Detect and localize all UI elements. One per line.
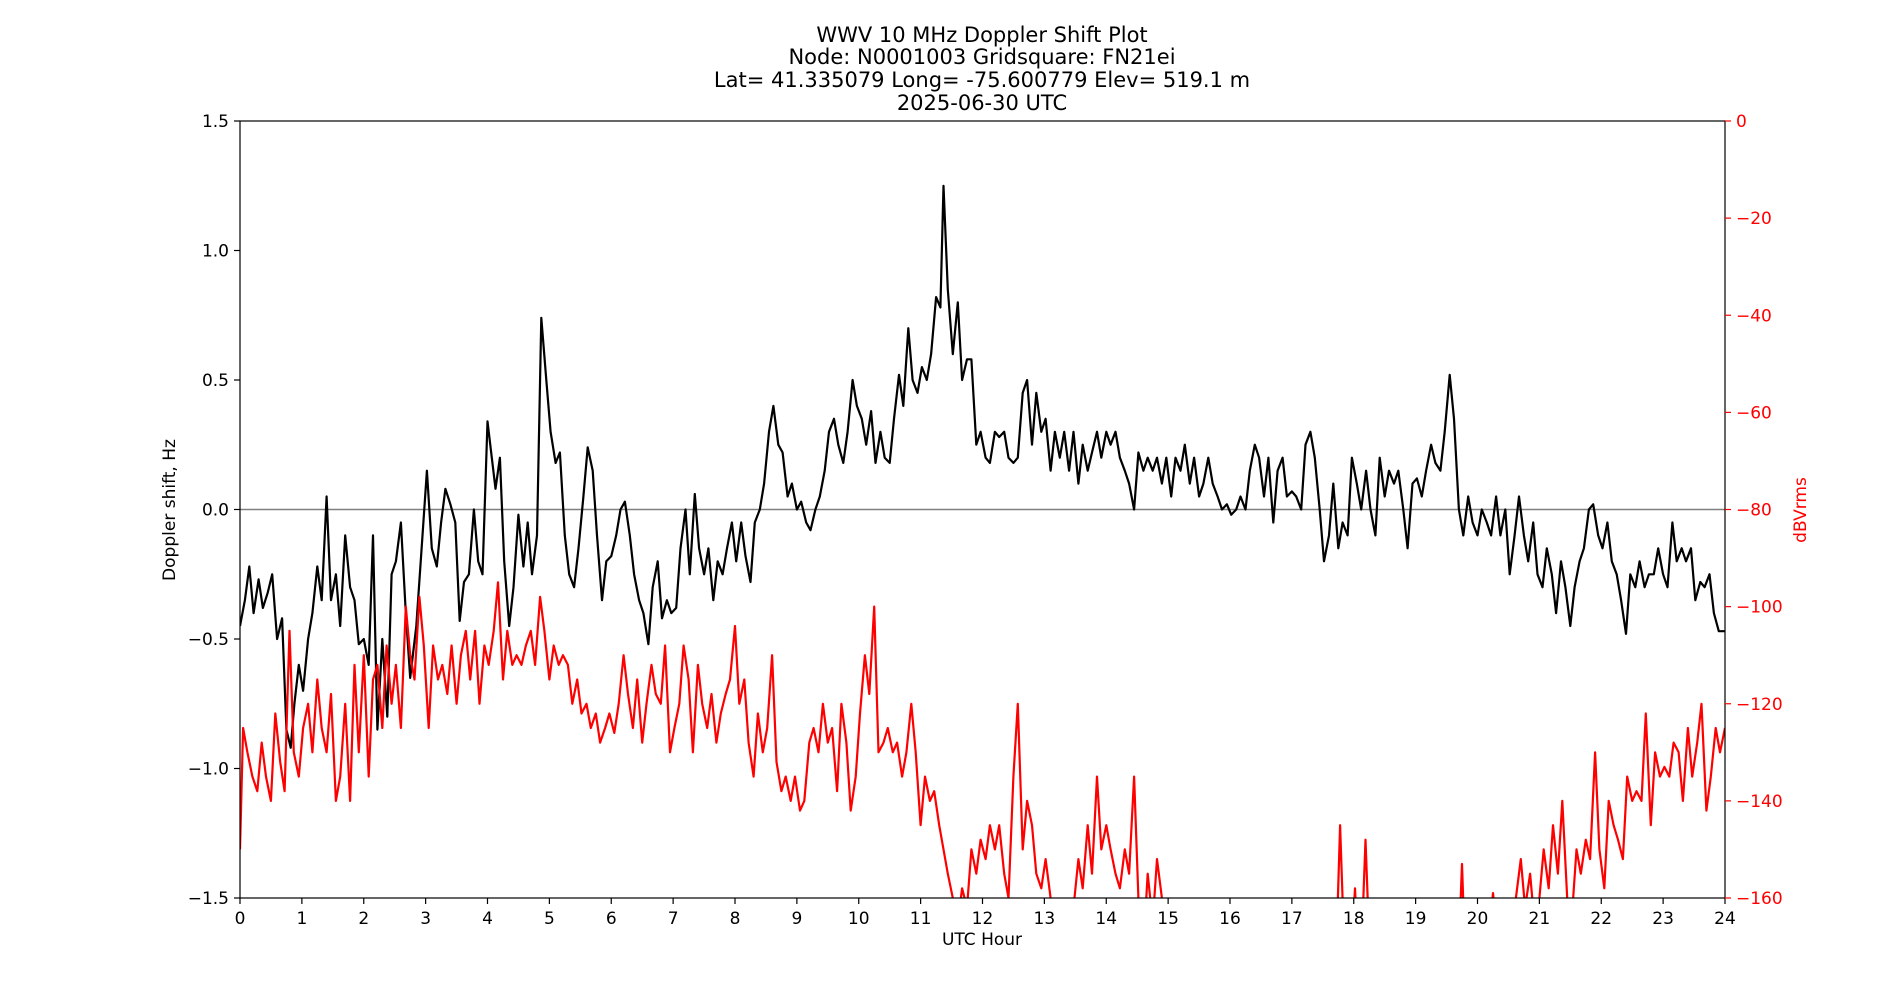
y-axis-left: 1.5 1.0 0.5 0.0 −0.5 −1.0 −1.5 xyxy=(188,112,240,909)
x-tick-label: 16 xyxy=(1219,909,1241,929)
y-axis-right: 0 −20 −40 −60 −80 −100 −120 −140 −160 xyxy=(1725,112,1783,909)
x-tick-label: 19 xyxy=(1405,909,1427,929)
x-tick-label: 15 xyxy=(1157,909,1179,929)
y-right-tick-label: −120 xyxy=(1736,695,1783,715)
y-right-tick-label: −60 xyxy=(1736,403,1772,423)
title-line-1: WWV 10 MHz Doppler Shift Plot xyxy=(816,23,1147,47)
series-layer xyxy=(240,184,1725,898)
y-right-tick-label: −140 xyxy=(1736,792,1783,812)
power-level-line-2 xyxy=(1336,824,1344,898)
x-tick-label: 14 xyxy=(1095,909,1117,929)
power-level-line-7 xyxy=(1514,702,1725,898)
x-tick-label: 17 xyxy=(1281,909,1303,929)
x-tick-label: 24 xyxy=(1714,909,1736,929)
y-right-tick-label: −100 xyxy=(1736,598,1783,618)
x-tick-label: 8 xyxy=(730,909,741,929)
title-line-4: 2025-06-30 UTC xyxy=(897,91,1067,115)
y-left-tick-label: −1.5 xyxy=(188,889,229,909)
y-axis-left-label: Doppler shift, Hz xyxy=(160,439,180,581)
x-axis: 0 1 2 3 4 5 6 7 8 9 10 11 12 13 14 15 16 17 18 19 20 21 22 23 24 xyxy=(235,898,1736,929)
x-tick-label: 5 xyxy=(544,909,555,929)
power-level-line-3 xyxy=(1353,887,1357,898)
x-tick-label: 13 xyxy=(1034,909,1056,929)
chart-title: WWV 10 MHz Doppler Shift Plot Node: N000… xyxy=(714,23,1250,115)
x-axis-label: UTC Hour xyxy=(942,930,1022,950)
y-right-tick-label: 0 xyxy=(1736,112,1747,132)
x-tick-label: 21 xyxy=(1529,909,1551,929)
y-right-tick-label: −160 xyxy=(1736,889,1783,909)
x-tick-label: 10 xyxy=(848,909,870,929)
y-right-tick-label: −40 xyxy=(1736,306,1772,326)
y-right-tick-label: −20 xyxy=(1736,209,1772,229)
x-tick-label: 20 xyxy=(1467,909,1489,929)
x-tick-label: 6 xyxy=(606,909,617,929)
x-tick-label: 12 xyxy=(972,909,994,929)
x-tick-label: 4 xyxy=(482,909,493,929)
title-line-3: Lat= 41.335079 Long= -75.600779 Elev= 51… xyxy=(714,68,1250,92)
power-level-line-1 xyxy=(240,581,1164,898)
y-left-tick-label: 0.5 xyxy=(202,371,229,391)
x-tick-label: 0 xyxy=(235,909,246,929)
doppler-shift-line xyxy=(240,184,1725,749)
y-left-tick-label: 1.0 xyxy=(202,242,229,262)
y-left-tick-label: −1.0 xyxy=(188,760,229,780)
x-tick-label: 22 xyxy=(1590,909,1612,929)
title-line-2: Node: N0001003 Gridsquare: FN21ei xyxy=(788,45,1175,69)
y-axis-right-label: dBVrms xyxy=(1791,477,1811,543)
x-tick-label: 2 xyxy=(358,909,369,929)
y-right-tick-label: −80 xyxy=(1736,501,1772,521)
x-tick-label: 23 xyxy=(1652,909,1674,929)
power-level-line-6 xyxy=(1491,892,1495,898)
power-level-line-5 xyxy=(1459,862,1465,898)
y-left-tick-label: 0.0 xyxy=(202,501,229,521)
x-tick-label: 3 xyxy=(420,909,431,929)
x-tick-label: 7 xyxy=(668,909,679,929)
x-tick-label: 11 xyxy=(910,909,932,929)
x-tick-label: 18 xyxy=(1343,909,1365,929)
x-tick-label: 9 xyxy=(791,909,802,929)
y-left-tick-label: −0.5 xyxy=(188,630,229,650)
power-level-line-4 xyxy=(1362,838,1369,898)
y-left-tick-label: 1.5 xyxy=(202,112,229,132)
x-tick-label: 1 xyxy=(296,909,307,929)
